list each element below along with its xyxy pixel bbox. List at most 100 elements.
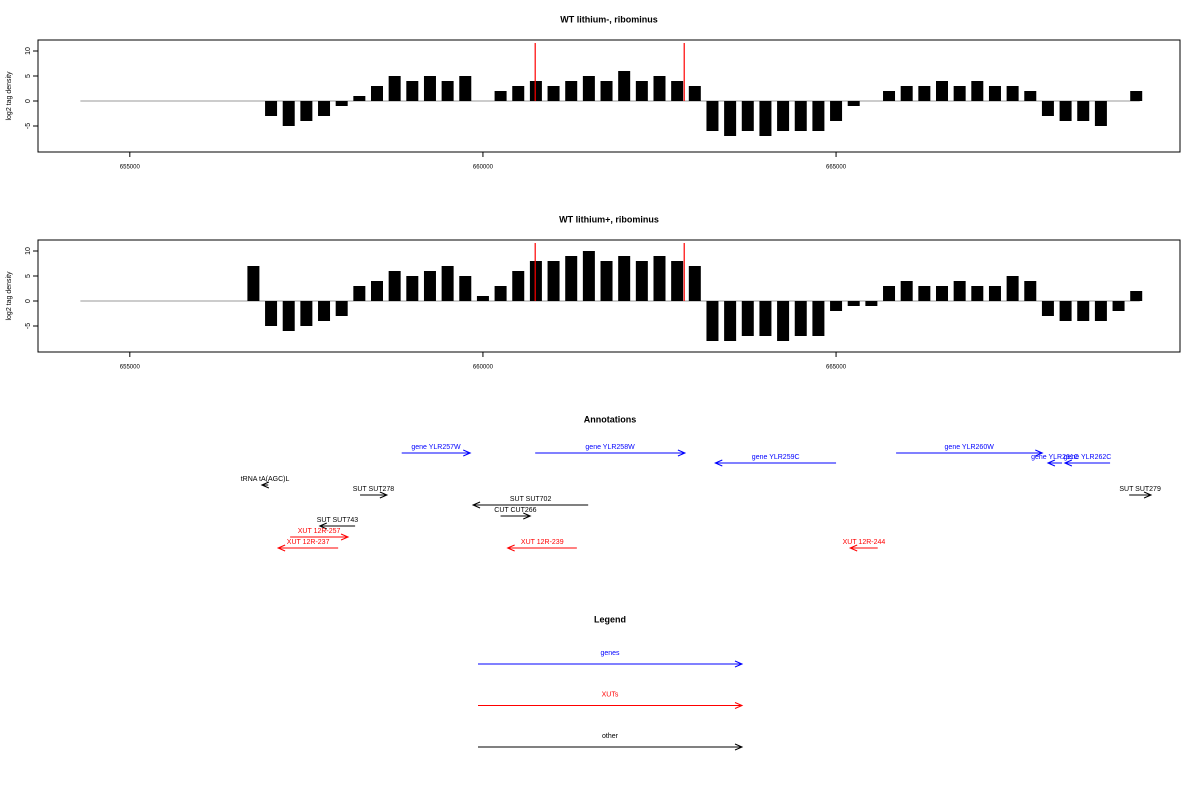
x-tick-label: 660000 bbox=[473, 365, 494, 371]
density-bar bbox=[724, 101, 737, 136]
density-bar bbox=[618, 256, 631, 301]
density-bar bbox=[706, 301, 719, 341]
density-bar bbox=[935, 81, 948, 101]
feature-label: SUT SUT278 bbox=[353, 486, 395, 493]
density-bar bbox=[759, 101, 772, 136]
density-bar bbox=[1024, 281, 1037, 301]
density-bar bbox=[830, 101, 843, 121]
feature-arrow bbox=[471, 501, 589, 509]
feature-arrow bbox=[401, 449, 472, 457]
density-bar bbox=[547, 86, 560, 101]
feature-label: XUT 12R-257 bbox=[298, 528, 341, 535]
density-bar bbox=[353, 286, 366, 301]
density-bar bbox=[600, 261, 613, 301]
y-tick-label: -5 bbox=[25, 323, 32, 329]
density-bar bbox=[1112, 301, 1125, 311]
density-bar bbox=[459, 276, 472, 301]
y-tick-label: 10 bbox=[25, 247, 32, 255]
feature-arrow bbox=[848, 544, 878, 552]
density-bar bbox=[1059, 101, 1072, 121]
feature-label: gene YLR257W bbox=[411, 444, 461, 451]
density-bar bbox=[441, 81, 454, 101]
density-bar bbox=[883, 91, 896, 101]
feature-arrow bbox=[1063, 459, 1111, 467]
density-bar bbox=[370, 86, 383, 101]
y-tick-label: 10 bbox=[25, 47, 32, 55]
density-bar bbox=[988, 286, 1001, 301]
density-bar bbox=[529, 261, 542, 301]
density-bar bbox=[529, 81, 542, 101]
density-bar bbox=[423, 76, 436, 101]
density-bar bbox=[1094, 301, 1107, 321]
density-bar bbox=[688, 266, 701, 301]
density-bar bbox=[406, 81, 419, 101]
density-bar bbox=[777, 301, 790, 341]
density-bar bbox=[953, 281, 966, 301]
density-bar bbox=[741, 301, 754, 336]
y-tick-label: 5 bbox=[25, 274, 32, 278]
legend-title: Legend bbox=[594, 614, 626, 624]
feature-label: gene YLR259C bbox=[752, 454, 800, 461]
feature-arrow bbox=[1046, 459, 1063, 467]
density-bar bbox=[370, 281, 383, 301]
density-bar bbox=[282, 101, 295, 126]
density-bar bbox=[971, 286, 984, 301]
density-bar bbox=[265, 101, 278, 116]
density-bar bbox=[582, 76, 595, 101]
feature-label: SUT SUT702 bbox=[510, 496, 552, 503]
density-bar bbox=[335, 101, 348, 106]
feature-label: gene YLR262C bbox=[1064, 454, 1112, 461]
y-tick-label: 0 bbox=[25, 99, 32, 103]
feature-label: SUT SUT279 bbox=[1119, 486, 1161, 493]
density-bar bbox=[1041, 301, 1054, 316]
plot-frame bbox=[37, 239, 1181, 353]
density-bar bbox=[812, 101, 825, 131]
density-bar bbox=[1006, 276, 1019, 301]
density-bar bbox=[830, 301, 843, 311]
legend-arrow bbox=[478, 702, 744, 709]
density-bar bbox=[512, 86, 525, 101]
density-bar bbox=[565, 256, 578, 301]
density-bar bbox=[512, 271, 525, 301]
density-bar bbox=[494, 286, 507, 301]
feature-label: gene YLR258W bbox=[585, 444, 635, 451]
legend-label: genes bbox=[600, 650, 620, 657]
density-bar bbox=[688, 86, 701, 101]
density-bar bbox=[300, 101, 313, 121]
density-bar bbox=[759, 301, 772, 336]
plot-frame bbox=[37, 39, 1181, 153]
density-bar bbox=[794, 301, 807, 336]
density-bar bbox=[900, 281, 913, 301]
feature-arrow bbox=[896, 449, 1044, 457]
feature-label: XUT 12R-239 bbox=[521, 539, 564, 546]
density-bar bbox=[388, 271, 401, 301]
density-bar bbox=[1059, 301, 1072, 321]
x-tick-label: 660000 bbox=[473, 165, 494, 171]
feature-label: CUT CUT266 bbox=[494, 507, 536, 514]
density-bar bbox=[706, 101, 719, 131]
density-bar bbox=[1130, 91, 1143, 101]
y-tick-label: -5 bbox=[25, 123, 32, 129]
legend-label: XUTs bbox=[602, 691, 619, 698]
feature-arrow bbox=[260, 481, 270, 489]
density-bar bbox=[883, 286, 896, 301]
density-bar bbox=[847, 101, 860, 106]
annotations-title: Annotations bbox=[584, 414, 637, 424]
feature-arrow bbox=[1129, 491, 1153, 499]
density-bar bbox=[847, 301, 860, 306]
x-tick-label: 665000 bbox=[826, 365, 847, 371]
density-bar bbox=[247, 266, 260, 301]
density-bar bbox=[494, 91, 507, 101]
y-axis-label: log2 tag density bbox=[6, 71, 13, 121]
density-bar bbox=[547, 261, 560, 301]
density-bar bbox=[1006, 86, 1019, 101]
density-bar bbox=[1094, 101, 1107, 126]
density-bar bbox=[565, 81, 578, 101]
density-bar bbox=[635, 81, 648, 101]
density-bar bbox=[459, 76, 472, 101]
feature-label: gene YLR260W bbox=[945, 444, 995, 451]
density-bar bbox=[300, 301, 313, 326]
density-bar bbox=[406, 276, 419, 301]
feature-arrow bbox=[506, 544, 577, 552]
density-bar bbox=[335, 301, 348, 316]
